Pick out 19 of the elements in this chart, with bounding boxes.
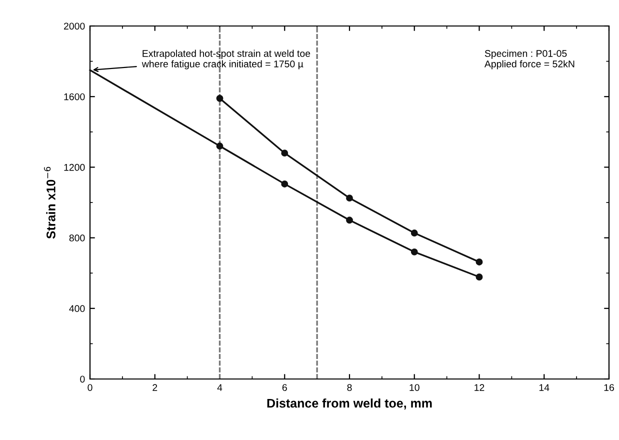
x-tick-label: 12	[474, 384, 484, 391]
y-tick-label: 2000	[64, 22, 85, 30]
y-tick-label: 1600	[64, 93, 85, 100]
annotation: Extrapolated hot-spot strain at weld toe where fatigue crack initiated = 1750 µ	[142, 50, 310, 70]
annotation: Specimen : P01-05 Applied force = 52kN	[484, 50, 574, 70]
x-tick-label: 4	[217, 384, 222, 391]
x-tick-label: 8	[347, 384, 352, 391]
y-tick-label: 1200	[64, 164, 85, 171]
x-tick-label: 0	[88, 384, 92, 391]
x-tick-label: 2	[152, 384, 158, 391]
x-tick-label: 6	[282, 384, 287, 391]
y-axis-title: Strain x10$^{−6}$	[44, 166, 56, 239]
x-tick-label: 10	[410, 384, 420, 391]
x-tick-label: 14	[539, 384, 550, 391]
y-tick-label: 0	[80, 376, 85, 383]
x-axis-title: Distance from weld toe, mm	[267, 398, 432, 410]
y-tick-label: 800	[69, 234, 85, 242]
x-tick-label: 16	[604, 384, 614, 391]
y-tick-label: 400	[69, 305, 85, 312]
